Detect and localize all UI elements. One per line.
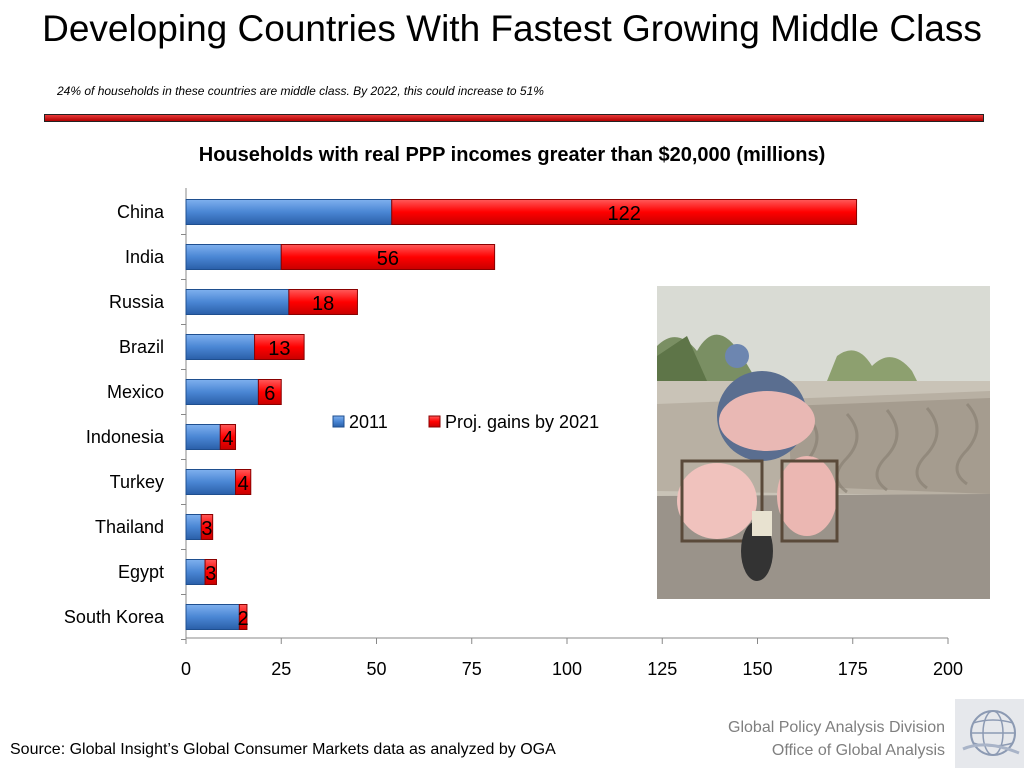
x-tick-label: 125 (647, 659, 677, 679)
bar-proj-gain (288, 289, 358, 315)
category-label: Turkey (110, 472, 164, 492)
bar-2011 (185, 334, 256, 360)
category-label: Mexico (107, 382, 164, 402)
bar-proj-gain (280, 244, 496, 270)
bar-2011 (185, 244, 282, 270)
category-label: Russia (109, 292, 165, 312)
x-tick-label: 150 (742, 659, 772, 679)
source-note: Source: Global Insight’s Global Consumer… (10, 741, 556, 758)
bar-2011 (185, 379, 259, 405)
x-tick-label: 175 (838, 659, 868, 679)
title-divider (44, 114, 984, 122)
x-tick-label: 75 (462, 659, 482, 679)
bar-2011 (185, 289, 290, 315)
axes: 0 25 50 75 100 125 150 175 200 (181, 188, 963, 679)
data-label: 6 (264, 383, 275, 405)
bar-2011 (185, 199, 393, 225)
data-label: 18 (312, 293, 334, 315)
bar-2011 (185, 604, 240, 630)
bar-proj-gain (254, 334, 305, 360)
data-label: 56 (377, 248, 399, 270)
category-label: South Korea (64, 607, 165, 627)
organization-credit: Global Policy Analysis Division Office o… (728, 716, 945, 762)
x-tick-label: 0 (181, 659, 191, 679)
bar-proj-gain (235, 469, 252, 495)
bars (185, 199, 858, 630)
bar-proj-gain (257, 379, 282, 405)
data-label: 3 (201, 518, 212, 540)
category-label: China (117, 202, 165, 222)
bar-proj-gain (219, 424, 237, 450)
legend-swatch-proj-gain (428, 415, 441, 428)
bar-proj-gain (200, 514, 214, 540)
data-label: 13 (268, 338, 290, 360)
labels: China 122 India 56 Russia 18 Brazil 13 Mexico 6 In… (64, 202, 641, 630)
data-label: 4 (222, 428, 233, 450)
bar-proj-gain (391, 199, 858, 225)
category-label: Egypt (118, 562, 164, 582)
legend-label: Proj. gains by 2021 (445, 412, 599, 432)
data-label: 4 (238, 473, 249, 495)
x-tick-label: 200 (933, 659, 963, 679)
x-tick-label: 25 (271, 659, 291, 679)
photo-motorbike-pigs (657, 286, 990, 599)
org-division: Global Policy Analysis Division (728, 719, 945, 736)
data-label: 122 (607, 203, 640, 225)
bar-proj-gain (238, 604, 248, 630)
x-tick-label: 50 (366, 659, 386, 679)
category-label: Thailand (95, 517, 164, 537)
legend: 2011 Proj. gains by 2021 (332, 412, 599, 432)
data-label: 2 (238, 608, 249, 630)
bar-2011 (185, 469, 237, 495)
legend-swatch-2011 (332, 415, 345, 428)
bar-2011 (185, 559, 206, 585)
bar-2011 (185, 514, 202, 540)
data-label: 3 (205, 563, 216, 585)
category-label: Brazil (119, 337, 164, 357)
globe-logo-icon (955, 699, 1024, 768)
org-office: Office of Global Analysis (771, 742, 945, 759)
slide-title: Developing Countries With Fastest Growin… (42, 8, 982, 49)
bar-2011 (185, 424, 221, 450)
legend-label: 2011 (349, 412, 388, 432)
chart-title: Households with real PPP incomes greater… (198, 144, 826, 166)
x-tick-label: 100 (552, 659, 582, 679)
category-label: India (125, 247, 165, 267)
bar-proj-gain (204, 559, 217, 585)
slide-subtitle: 24% of households in these countries are… (57, 84, 544, 98)
category-label: Indonesia (86, 427, 165, 447)
